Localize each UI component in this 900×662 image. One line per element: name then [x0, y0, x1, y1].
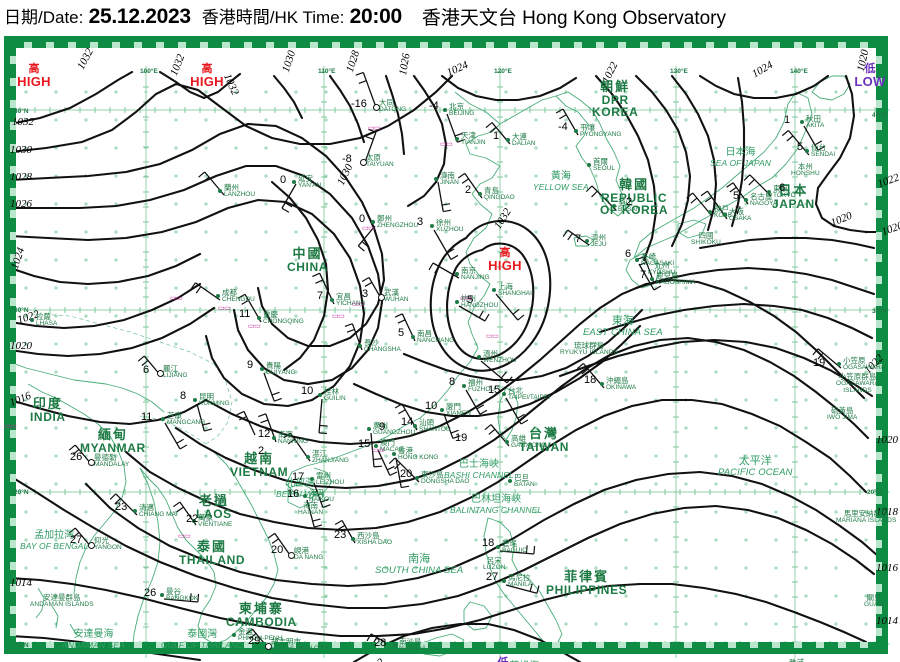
time-value: 20:00 — [349, 5, 403, 28]
graticule-ticks — [19, 71, 876, 647]
map-canvas — [8, 66, 890, 662]
surface-analysis-map: 高HIGH高HIGH高HIGH低LOW低LOW 1032103210321030… — [0, 32, 900, 662]
isobars — [8, 70, 882, 662]
time-label: 香港時間/HK Time: — [201, 8, 345, 27]
date-value: 25.12.2023 — [88, 5, 191, 28]
coastlines — [9, 75, 851, 657]
time-group: 香港時間/HK Time: 20:00 — [202, 3, 402, 29]
chart-header: 日期/Date: 25.12.2023 香港時間/HK Time: 20:00 … — [0, 0, 900, 32]
date-label: 日期/Date: — [4, 8, 84, 27]
date-group: 日期/Date: 25.12.2023 — [4, 3, 191, 29]
organisation-label: 香港天文台 Hong Kong Observatory — [421, 7, 726, 29]
